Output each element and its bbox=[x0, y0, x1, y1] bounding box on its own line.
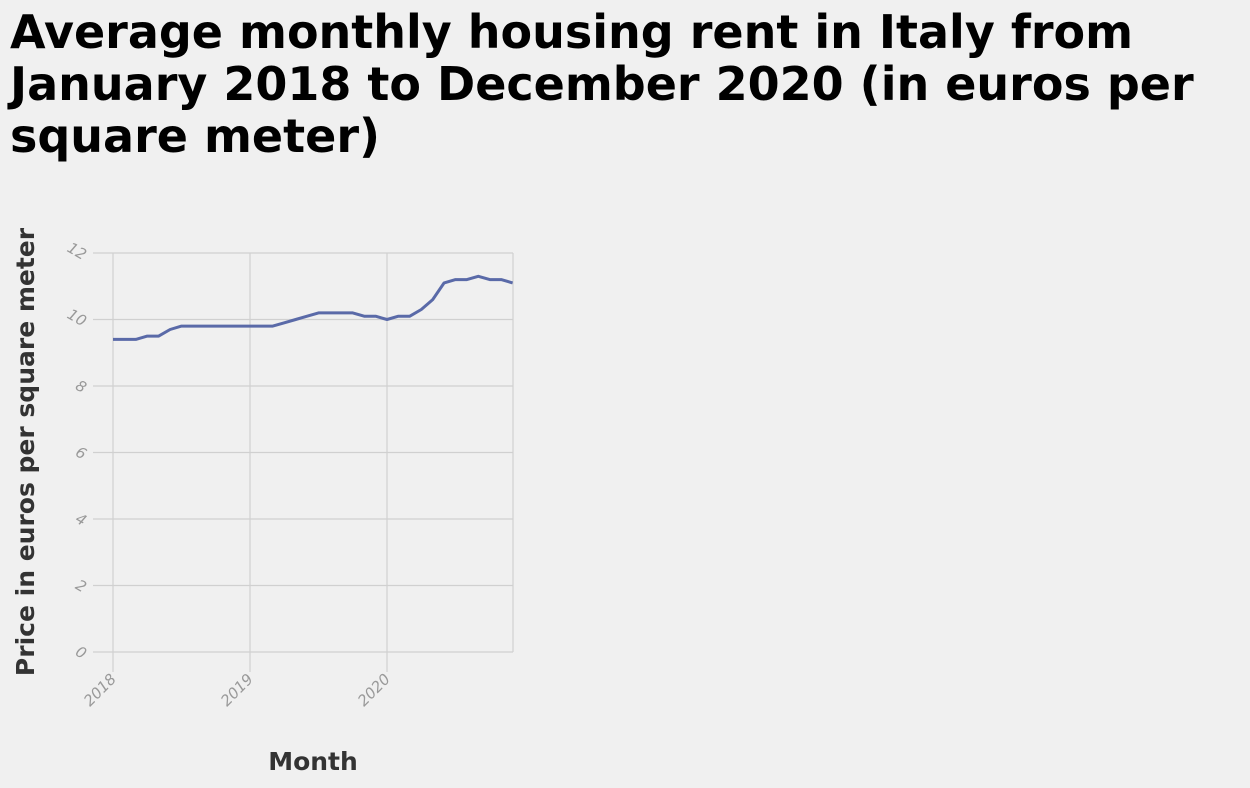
y-tick-label: 6 bbox=[72, 443, 89, 463]
x-tick-label: 2019 bbox=[217, 670, 257, 710]
y-tick-label: 10 bbox=[64, 305, 90, 330]
x-axis-ticks: 2018 2019 2020 bbox=[80, 670, 394, 710]
series-line bbox=[113, 274, 514, 341]
y-axis-ticks: 0 2 4 6 8 10 12 bbox=[64, 239, 90, 663]
y-tick-label: 12 bbox=[64, 239, 90, 264]
y-tick-label: 2 bbox=[72, 576, 89, 596]
x-axis-label: Month bbox=[268, 747, 358, 776]
x-tick-label: 2020 bbox=[354, 670, 394, 710]
y-tick-label: 4 bbox=[72, 509, 89, 529]
y-tick-label: 8 bbox=[72, 376, 89, 396]
y-axis-label: Price in euros per square meter bbox=[11, 227, 40, 676]
x-tick-label: 2018 bbox=[80, 670, 120, 710]
grid-lines bbox=[93, 252, 514, 672]
chart-title: Average monthly housing rent in Italy fr… bbox=[10, 5, 1194, 163]
y-tick-label: 0 bbox=[72, 642, 89, 662]
